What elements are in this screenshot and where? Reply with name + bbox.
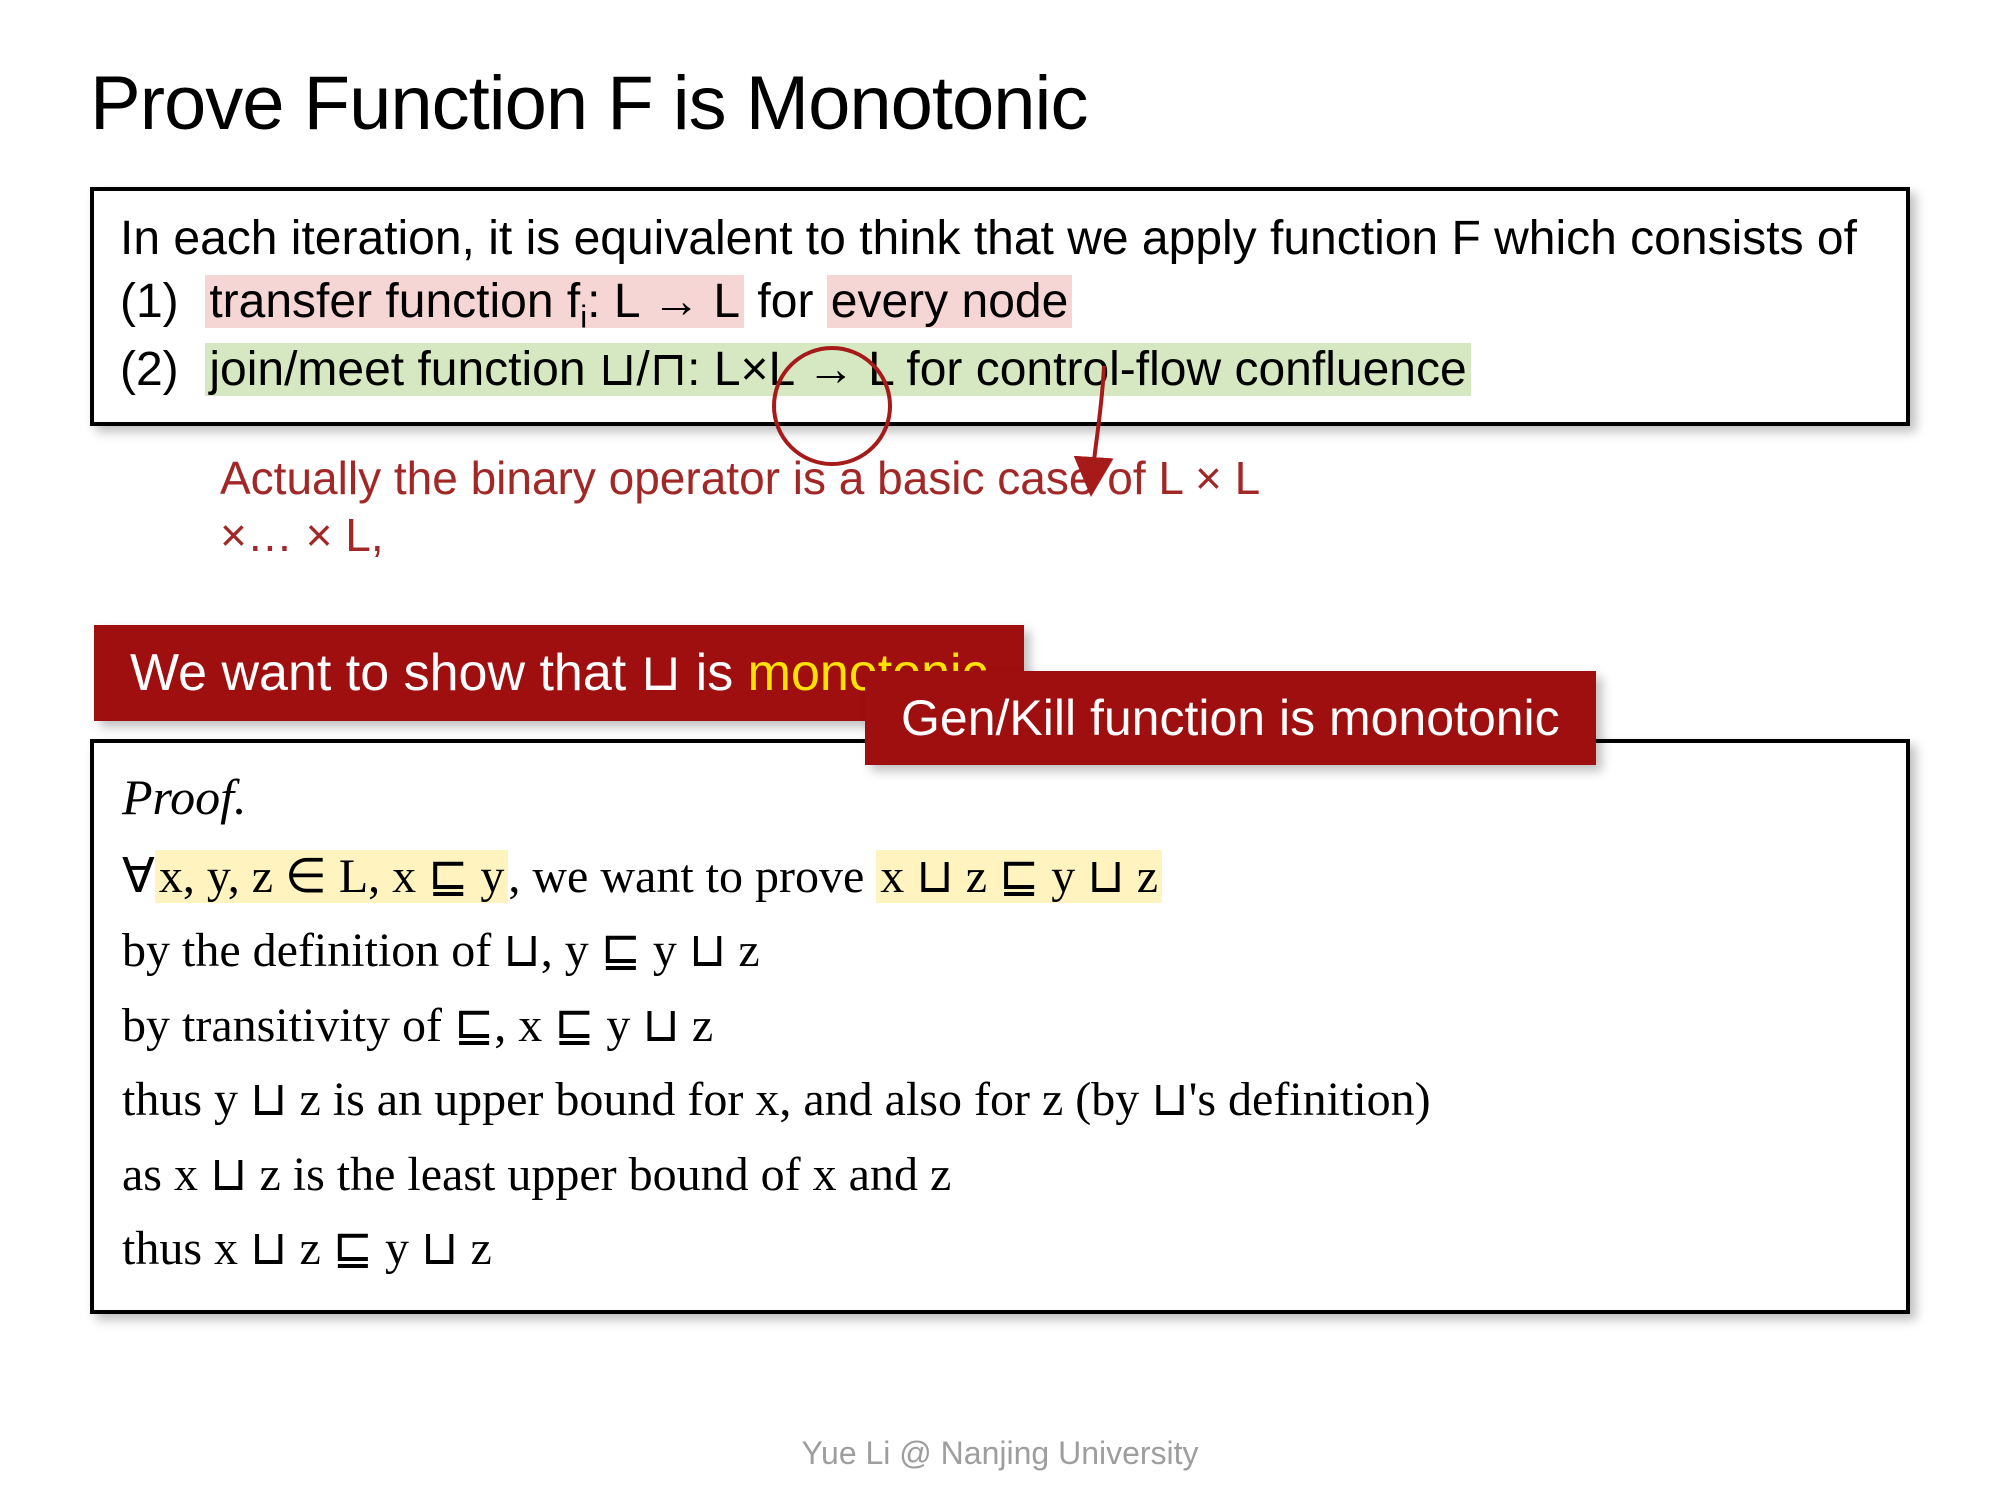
want-text-a: We want to show that ⊔ is [130,644,748,702]
proof-line-3: by transitivity of ⊑, x ⊑ y ⊔ z [122,989,1878,1063]
footer-credit: Yue Li @ Nanjing University [0,1435,2000,1472]
definition-box: In each iteration, it is equivalent to t… [90,187,1910,426]
proof-line-1: ∀x, y, z ∈ L, x ⊑ y, we want to prove x … [122,840,1878,914]
proof-l1-forall: ∀ [122,850,155,903]
proof-line-6: thus x ⊔ z ⊑ y ⊔ z [122,1212,1878,1286]
proof-line-2: by the definition of ⊔, y ⊑ y ⊔ z [122,914,1878,988]
genkill-banner: Gen/Kill function is monotonic [865,671,1596,765]
proof-l1-mid: , we want to prove [508,850,876,903]
slide: Prove Function F is Monotonic In each it… [0,0,2000,1500]
proof-l1-premise: x, y, z ∈ L, x ⊑ y [155,850,509,903]
red-note: Actually the binary operator is a basic … [220,450,1270,565]
item1-text-c: for [744,275,827,328]
list-item-2: (2) join/meet function ⊔/⊓: L×L → L for … [120,338,1880,401]
item2-prefix: (2) [120,343,205,396]
proof-heading: Proof. [122,759,1878,837]
item1-highlight-a: transfer function fi: L → L [205,275,744,328]
list-item-1: (1) transfer function fi: L → L for ever… [120,270,1880,338]
proof-line-5: as x ⊔ z is the least upper bound of x a… [122,1138,1878,1212]
item1-prefix: (1) [120,275,205,328]
item2-highlight: join/meet function ⊔/⊓: L×L → L for cont… [205,343,1470,396]
item1-text-b: : L → L [587,275,740,328]
item1-highlight-b: every node [827,275,1073,328]
proof-line-4: thus y ⊔ z is an upper bound for x, and … [122,1063,1878,1137]
proof-l1-goal: x ⊔ z ⊑ y ⊔ z [876,850,1162,903]
proof-box: Proof. ∀x, y, z ∈ L, x ⊑ y, we want to p… [90,739,1910,1315]
slide-title: Prove Function F is Monotonic [90,60,1910,147]
item1-text-a: transfer function f [209,275,580,328]
intro-text: In each iteration, it is equivalent to t… [120,207,1880,270]
